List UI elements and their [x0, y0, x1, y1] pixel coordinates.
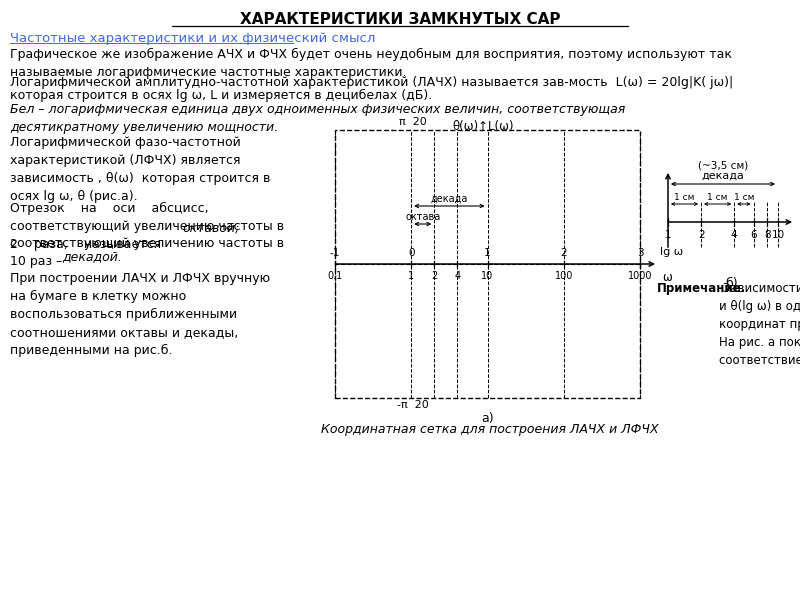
Text: 2: 2 — [561, 248, 567, 258]
Text: декада: декада — [430, 194, 468, 204]
Text: Логарифмической фазо-частотной
характеристикой (ЛФЧХ) является
зависимость , θ(ω: Логарифмической фазо-частотной характери… — [10, 136, 270, 203]
Text: π  20: π 20 — [399, 117, 427, 127]
Text: 1 см: 1 см — [674, 193, 695, 202]
Text: 0: 0 — [408, 248, 414, 258]
Text: соответствующий увеличению частоты в
10 раз –: соответствующий увеличению частоты в 10 … — [10, 237, 284, 268]
Text: 10: 10 — [482, 271, 494, 281]
Text: декада: декада — [702, 171, 745, 181]
Text: Координатная сетка для построения ЛАЧХ и ЛФЧХ: Координатная сетка для построения ЛАЧХ и… — [321, 423, 659, 436]
Text: 6: 6 — [750, 230, 757, 240]
Text: б): б) — [725, 277, 738, 290]
Text: Бел – логарифмическая единица двух одноименных физических величин, соответствующ: Бел – логарифмическая единица двух однои… — [10, 103, 626, 133]
Text: 1: 1 — [484, 248, 491, 258]
Text: 2: 2 — [431, 271, 438, 281]
Text: которая строится в осях lg ω, L и измеряется в децибелах (дБ).: которая строится в осях lg ω, L и измеря… — [10, 89, 432, 102]
Text: 4: 4 — [731, 230, 738, 240]
Text: 8: 8 — [764, 230, 770, 240]
Text: 4: 4 — [454, 271, 460, 281]
Text: -1: -1 — [330, 248, 340, 258]
Text: 1 см: 1 см — [707, 193, 728, 202]
Text: θ(ω)↑L(ω): θ(ω)↑L(ω) — [452, 120, 514, 133]
Text: 2: 2 — [698, 230, 705, 240]
Text: 10: 10 — [771, 230, 785, 240]
Text: lg ω: lg ω — [660, 247, 683, 257]
Text: Отрезок    на    оси    абсцисс,
соответствующий увеличению частоты в
2    раза,: Отрезок на оси абсцисс, соответствующий … — [10, 202, 284, 251]
Text: 3: 3 — [637, 248, 643, 258]
Text: Графическое же изображение АЧХ и ФЧХ будет очень неудобным для восприятия, поэто: Графическое же изображение АЧХ и ФЧХ буд… — [10, 48, 732, 79]
Bar — [335, 130, 640, 398]
Text: Логарифмической амплитудно-частотной характеристикой (ЛАЧХ) называется зав-мость: Логарифмической амплитудно-частотной хар… — [10, 76, 734, 89]
Text: При построении ЛАЧХ и ЛФЧХ вручную
на бумаге в клетку можно
воспользоваться приб: При построении ЛАЧХ и ЛФЧХ вручную на бу… — [10, 272, 270, 358]
Text: ω: ω — [662, 271, 672, 284]
Text: (~3,5 см): (~3,5 см) — [698, 160, 748, 170]
Text: октавой;: октавой; — [182, 222, 239, 235]
Text: а): а) — [481, 412, 494, 425]
Text: ХАРАКТЕРИСТИКИ ЗАМКНУТЫХ САР: ХАРАКТЕРИСТИКИ ЗАМКНУТЫХ САР — [240, 12, 560, 27]
Text: декадой.: декадой. — [62, 250, 122, 263]
Text: 100: 100 — [554, 271, 573, 281]
Text: 1 см: 1 см — [734, 193, 754, 202]
Text: октава: октава — [405, 212, 440, 222]
Text: 1: 1 — [408, 271, 414, 281]
Text: Частотные характеристики и их физический смысл: Частотные характеристики и их физический… — [10, 32, 375, 45]
Text: 1: 1 — [665, 230, 671, 240]
Text: 0.1: 0.1 — [327, 271, 342, 281]
Text: -π  20: -π 20 — [398, 400, 429, 410]
Text: 1000: 1000 — [628, 271, 652, 281]
Text: Зависимости L(lg ω)
и θ(lg ω) в одной системе
координат практически не строятся.: Зависимости L(lg ω) и θ(lg ω) в одной си… — [719, 282, 800, 367]
Text: Примечание.: Примечание. — [657, 282, 746, 295]
